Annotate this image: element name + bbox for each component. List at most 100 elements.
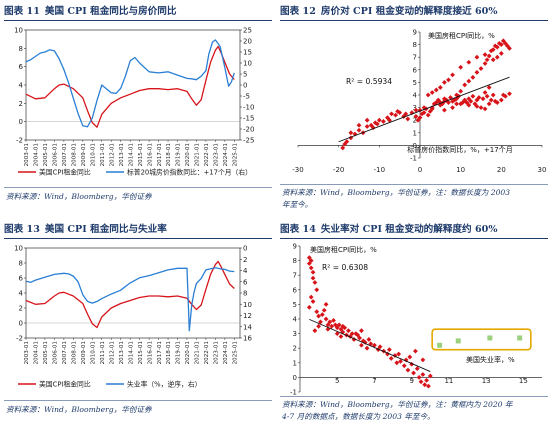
data-point [498,42,504,47]
right-tick-label: -10 [243,104,254,112]
data-point [349,331,355,336]
y-tick-label: -1 [290,389,297,397]
x-tick-label: 2019-01 [176,341,182,365]
data-point [433,87,439,93]
data-point [466,59,472,65]
x-tick-label: 2012-01 [109,143,115,167]
data-point [372,342,377,348]
right-tick-label: 4 [243,267,248,275]
data-point [476,95,482,100]
data-point [407,354,413,360]
figure-title: 美国 CPI 租金同比与失业率 [44,224,167,235]
x-tick-label: 2022-01 [204,143,210,167]
x-tick-label: 2017-01 [157,143,163,167]
x-tick-label: 2011-01 [100,341,106,365]
right-tick-label: 2 [243,256,247,264]
left-tick-label: 10 [14,245,23,253]
x-tick-label: 2023-01 [214,341,220,365]
x-tick-label: 30 [538,166,547,174]
x-tick-label: 11 [444,377,453,385]
data-point [425,92,431,98]
left-tick-label: 10 [14,27,23,35]
data-point [498,97,504,103]
right-tick-label: -20 [243,126,254,134]
x-tick-label: 2007-01 [62,143,68,167]
right-tick-label: 25 [243,27,252,35]
x-tick-label: 2011-01 [100,143,106,167]
data-point [494,44,500,50]
x-tick-label: 2007-01 [62,341,68,365]
y-tick-label: 8 [293,257,297,265]
figure-title: 美国 CPI 租金同比与房价同比 [44,6,177,17]
data-point [435,97,441,103]
source-note: 资料来源：Wind，Bloomberg，华创证券，注：黄框内为 2020 年 [282,400,513,409]
x-tick-label: 2013-01 [119,341,125,365]
data-point [414,366,420,372]
data-point [484,93,490,99]
right-tick-label: 0 [243,82,247,90]
source-note: 资料来源：Wind，Bloomberg，华创证券，注：数据长度为 2003 [282,188,511,197]
figure-number: 图表 11 [4,6,40,17]
series-line [25,267,235,332]
chart-13-svg: 10 8 6 4 2 0 -2 0 2 4 6 8 10 12 14 16 2003-01 2004-01 2005… [14,245,252,389]
data-point [310,269,316,275]
data-point [325,322,331,328]
data-point [346,328,351,334]
data-point [314,287,320,293]
data-point [396,351,402,357]
data-point [312,280,318,285]
x-axis-title: 标普房价指数同比，%，+17个月 [407,145,512,154]
y-tick-label: 1 [293,359,297,367]
x-tick-label: 2005-01 [43,143,49,167]
data-point [366,337,372,342]
data-point [486,53,492,59]
data-point [359,328,364,334]
data-point [338,334,344,339]
x-tick-label: 2006-01 [53,143,59,167]
x-tick-label: 2009-01 [81,143,87,167]
data-point [468,98,474,104]
highlight-box [431,328,532,351]
data-point [306,304,312,310]
x-tick-label: 7 [372,377,376,385]
data-point [458,88,464,94]
right-tick-label: -15 [243,115,254,123]
y-tick-label: 7 [413,54,417,62]
series-line [25,260,235,329]
data-point [319,312,325,318]
data-point [336,322,342,328]
x-tick-label: 2024-01 [223,143,229,167]
chart-11-svg: 1086420-22520151050-5-10-15-20-252003-01… [14,27,254,177]
y-tick-label: 2 [413,117,417,125]
source-rule [4,400,272,401]
data-point [368,122,374,128]
data-point [488,97,494,103]
x-tick-label: 2004-01 [34,143,40,167]
data-point [420,372,426,377]
x-tick-label: 2010-01 [90,341,96,365]
data-point [329,323,335,329]
right-tick-label: 6 [243,278,248,286]
left-tick-label: 6 [19,275,24,283]
left-tick-label: 4 [19,82,24,90]
data-point [381,119,386,124]
right-tick-label: -5 [243,93,250,101]
data-point [310,299,316,304]
left-tick-label: 0 [19,320,23,328]
x-tick-label: 2016-01 [147,143,153,167]
data-point [470,74,476,80]
data-point [419,111,425,117]
right-tick-label: -25 [243,137,254,145]
x-tick-label: 13 [482,377,491,385]
data-point [494,54,500,60]
y-tick-label: 0 [413,142,417,150]
y-tick-label: 1 [413,129,417,137]
data-point [466,78,472,84]
figure-number: 图表 13 [4,224,40,235]
data-point [466,102,472,108]
source-note-line2: 4-7 月的数据点，数据长度为 2003 年至今。 [282,412,435,421]
data-point [470,93,476,99]
x-tick-label: 15 [519,377,528,385]
data-point [420,357,426,363]
data-point [340,329,346,335]
